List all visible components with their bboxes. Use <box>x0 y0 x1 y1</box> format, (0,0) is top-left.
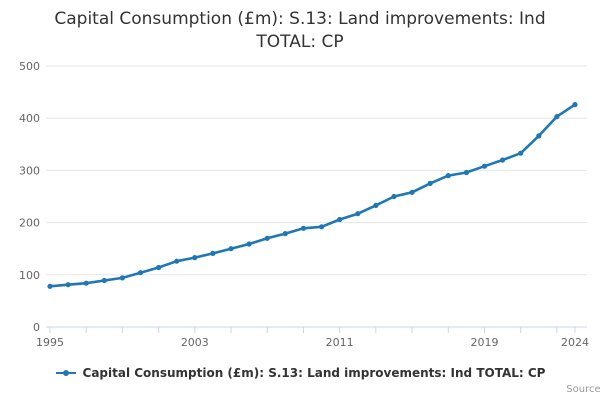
x-axis-tick-label: 2024 <box>561 336 589 349</box>
data-point-marker <box>373 202 379 208</box>
data-point-marker <box>500 157 506 163</box>
chart-title: Capital Consumption (£m): S.13: Land imp… <box>0 8 600 54</box>
data-point-marker <box>264 235 270 241</box>
data-point-marker <box>355 211 361 217</box>
data-point-marker <box>572 102 578 108</box>
data-point-marker <box>119 275 125 281</box>
chart-title-text: Capital Consumption (£m): S.13: Land imp… <box>54 9 546 52</box>
y-axis-tick-label: 300 <box>19 164 40 177</box>
data-point-marker <box>47 283 53 289</box>
x-axis-tick-label: 2003 <box>181 336 209 349</box>
legend-item-label: Capital Consumption (£m): S.13: Land imp… <box>82 366 546 380</box>
data-point-marker <box>228 246 234 252</box>
y-axis-tick-label: 500 <box>19 60 40 73</box>
source-credit: Source: <box>566 384 600 395</box>
data-point-marker <box>65 282 71 288</box>
data-point-marker <box>481 163 488 169</box>
data-point-marker <box>518 150 524 156</box>
data-series-line <box>48 103 577 288</box>
y-axis-tick-label: 100 <box>19 269 40 282</box>
data-point-marker <box>83 280 89 286</box>
data-point-marker <box>300 225 306 231</box>
data-point-marker <box>319 224 325 230</box>
x-axis-tick-label: 2019 <box>470 336 498 349</box>
data-point-marker <box>137 270 144 276</box>
y-axis-tick-label: 0 <box>33 321 40 334</box>
y-axis-tick-label: 200 <box>19 217 40 230</box>
data-point-marker <box>174 258 180 264</box>
data-point-marker <box>391 193 397 200</box>
data-point-marker <box>282 231 288 237</box>
data-point-marker <box>246 241 252 247</box>
data-point-marker <box>156 264 162 271</box>
data-point-marker <box>210 250 216 256</box>
legend-line-marker-icon <box>55 370 76 376</box>
data-point-marker <box>101 277 107 284</box>
data-point-marker <box>463 169 469 176</box>
legend[interactable]: Capital Consumption (£m): S.13: Land imp… <box>0 366 600 380</box>
data-point-marker <box>337 216 343 223</box>
data-point-marker <box>445 173 451 179</box>
data-point-marker <box>192 255 198 261</box>
x-axis-tick-label: 1995 <box>36 336 64 349</box>
data-point-marker <box>536 133 542 139</box>
data-point-marker <box>409 189 415 195</box>
data-point-marker <box>427 180 433 186</box>
y-axis-tick-label: 400 <box>19 112 40 125</box>
data-point-marker <box>554 114 560 120</box>
x-axis-tick-label: 2011 <box>326 336 354 349</box>
